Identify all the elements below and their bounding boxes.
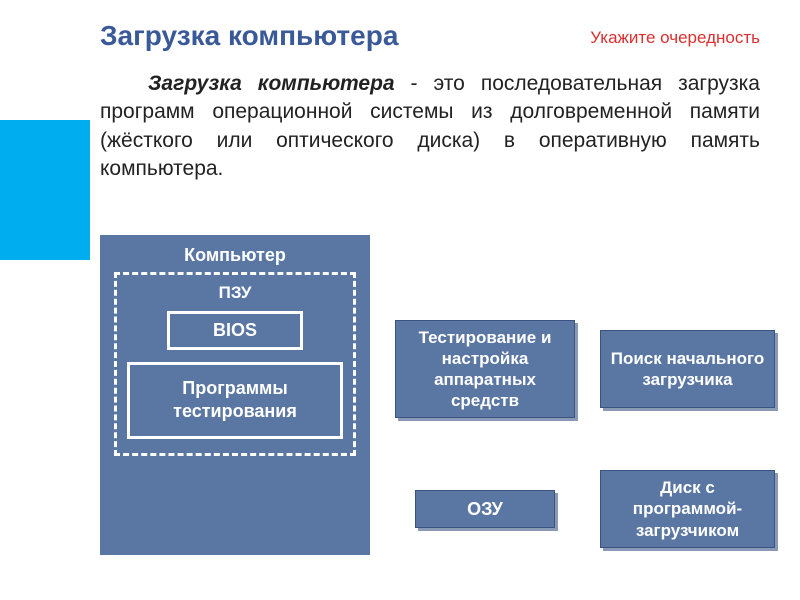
test-programs-box: Программы тестирования <box>127 362 343 439</box>
accent-sidebar <box>0 120 90 260</box>
computer-diagram: Компьютер ПЗУ BIOS Программы тестировани… <box>100 235 370 555</box>
computer-label: Компьютер <box>100 235 370 272</box>
definition-lead: Загрузка компьютера <box>148 72 395 95</box>
step-card-boot-disk[interactable]: Диск с программой-загрузчиком <box>600 470 775 548</box>
bios-box: BIOS <box>167 311 303 350</box>
step-card-testing[interactable]: Тестирование и настройка аппаратных сред… <box>395 320 575 418</box>
page-title: Загрузка компьютера <box>100 20 398 52</box>
step-card-search-loader[interactable]: Поиск начального загрузчика <box>600 330 775 408</box>
instruction-text: Укажите очередность <box>590 28 760 48</box>
definition-paragraph: Загрузка компьютера - это последовательн… <box>100 70 760 183</box>
header: Загрузка компьютера Укажите очередность <box>100 20 770 52</box>
pzu-container: ПЗУ BIOS Программы тестирования <box>114 272 356 456</box>
step-card-ram[interactable]: ОЗУ <box>415 490 555 528</box>
pzu-label: ПЗУ <box>127 283 343 311</box>
